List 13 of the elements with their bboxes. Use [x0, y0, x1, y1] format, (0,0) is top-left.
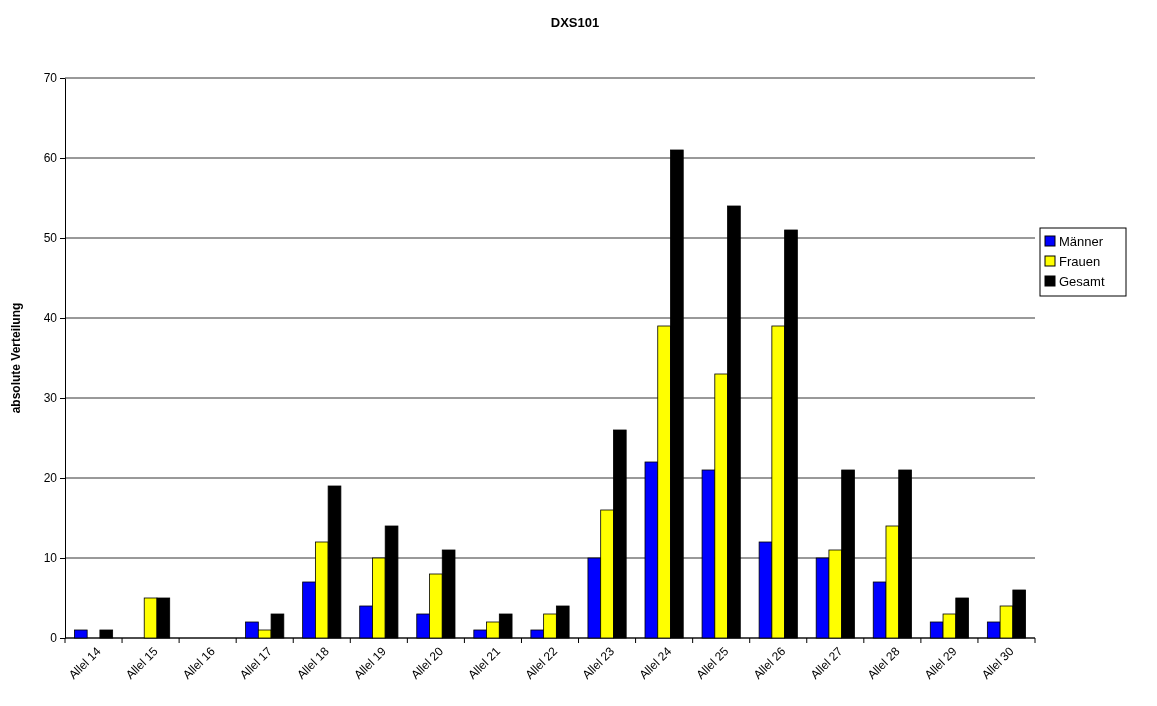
y-tick-label: 60: [43, 151, 58, 166]
y-tick-label: 70: [43, 71, 58, 86]
y-axis-title: absolute Verteilung: [9, 302, 23, 414]
legend-label: Männer: [1059, 234, 1104, 249]
legend-label: Gesamt: [1059, 274, 1105, 289]
y-tick-label: 50: [43, 231, 58, 246]
y-tick-label: 20: [43, 471, 58, 486]
chart-title: DXS101: [550, 15, 600, 30]
y-tick-label: 40: [43, 311, 58, 326]
y-tick-label: 10: [43, 551, 58, 566]
y-tick-label: 0: [50, 631, 58, 646]
legend-label: Frauen: [1059, 254, 1101, 269]
y-tick-label: 30: [43, 391, 58, 406]
